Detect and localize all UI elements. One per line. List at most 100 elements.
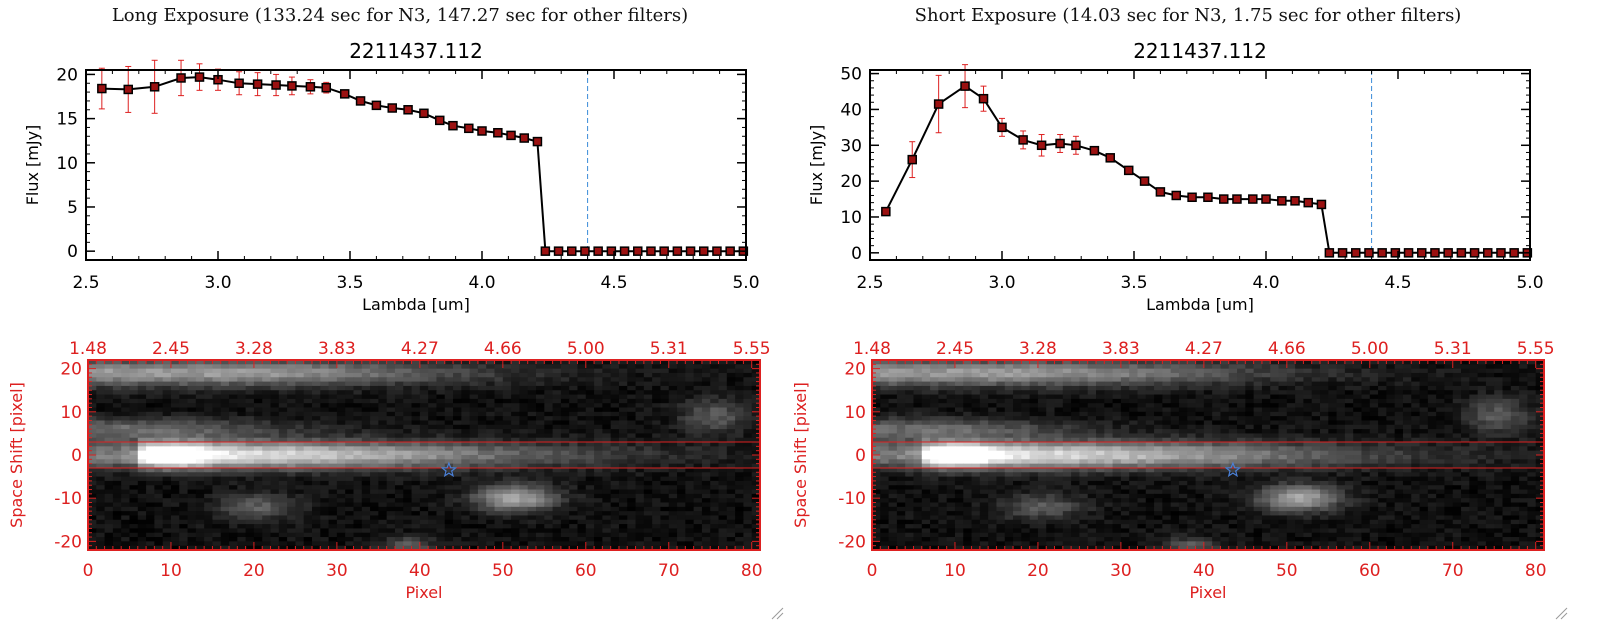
data-point bbox=[464, 123, 474, 134]
data-point bbox=[435, 115, 445, 126]
x-tick-label: 80 bbox=[1525, 561, 1547, 581]
data-point bbox=[1232, 194, 1242, 204]
image-pixels bbox=[872, 360, 1545, 551]
data-point bbox=[1456, 248, 1467, 258]
data-point bbox=[1089, 145, 1100, 156]
x-tick-label: 60 bbox=[575, 561, 597, 581]
top-wavelength-label: 4.66 bbox=[1268, 339, 1306, 359]
data-point bbox=[1443, 248, 1453, 258]
y-axis-label: Space Shift [pixel] bbox=[791, 382, 810, 528]
x-tick-label: 5.0 bbox=[1516, 273, 1543, 293]
data-point bbox=[305, 82, 316, 92]
data-point bbox=[176, 73, 186, 83]
data-point bbox=[97, 83, 107, 94]
data-point bbox=[1469, 248, 1480, 258]
x-tick-label: 30 bbox=[326, 561, 348, 581]
data-point bbox=[234, 78, 244, 89]
long-exposure-spectrum-plot: 2211437.112 2.5 3.0 3.5 4.0 4.5 5.0 0 5 10 15 20 Lam… bbox=[23, 39, 760, 314]
data-point bbox=[933, 99, 944, 109]
data-point bbox=[1364, 248, 1374, 258]
resize-grip-icon[interactable] bbox=[770, 606, 784, 620]
x-tick-label: 4.0 bbox=[468, 273, 495, 293]
y-tick-label: 30 bbox=[840, 136, 862, 156]
x-tick-label: 20 bbox=[1027, 561, 1049, 581]
top-wavelength-label: 3.83 bbox=[1102, 339, 1140, 359]
x-tick-label: 4.5 bbox=[600, 273, 627, 293]
data-point bbox=[699, 246, 709, 256]
y-tick-label: -10 bbox=[838, 489, 866, 509]
data-point bbox=[1018, 135, 1028, 145]
y-tick-label: 20 bbox=[840, 172, 862, 192]
x-tick-label: 10 bbox=[160, 561, 182, 581]
data-point bbox=[1509, 248, 1519, 258]
x-tick-label: 40 bbox=[1193, 561, 1215, 581]
data-point bbox=[477, 126, 487, 136]
data-point bbox=[252, 79, 263, 89]
x-tick-label: 3.0 bbox=[988, 273, 1015, 293]
y-tick-label: 0 bbox=[855, 446, 866, 466]
data-point bbox=[997, 122, 1007, 133]
data-point bbox=[371, 100, 382, 111]
short-exposure-spectrum-plot: 2211437.112 2.5 3.0 3.5 4.0 4.5 5.0 0 10 20 30 40 50… bbox=[807, 39, 1544, 314]
data-point bbox=[1316, 199, 1327, 210]
plot-frame bbox=[869, 69, 1531, 261]
x-tick-label: 70 bbox=[1442, 561, 1464, 581]
data-point bbox=[712, 246, 722, 256]
data-point bbox=[1187, 192, 1197, 203]
y-tick-label: 10 bbox=[56, 154, 78, 174]
series-line bbox=[101, 76, 744, 253]
data-point bbox=[1483, 248, 1493, 258]
y-tick-label: 20 bbox=[56, 65, 78, 85]
data-point bbox=[881, 206, 891, 217]
top-wavelength-label: 5.31 bbox=[650, 339, 688, 359]
data-point bbox=[321, 82, 331, 93]
short-exposure-heading: Short Exposure (14.03 sec for N3, 1.75 s… bbox=[914, 5, 1462, 26]
y-tick-label: -10 bbox=[54, 489, 82, 509]
data-point bbox=[271, 80, 281, 90]
long-exposure-heading: Long Exposure (133.24 sec for N3, 147.27… bbox=[111, 5, 689, 26]
data-point bbox=[1351, 248, 1361, 258]
data-point bbox=[403, 105, 413, 115]
data-point bbox=[646, 246, 656, 256]
short-exposure-image-panel: 0 10 20 30 40 50 60 70 80 1.48 2.45 3.28 3.83 4.27 4.6… bbox=[791, 339, 1555, 602]
data-point bbox=[1390, 248, 1401, 258]
x-tick-label: 70 bbox=[658, 561, 680, 581]
data-point bbox=[287, 81, 297, 91]
y-tick-label: 0 bbox=[851, 244, 862, 264]
data-point bbox=[1496, 248, 1506, 258]
x-tick-label: 4.5 bbox=[1384, 273, 1411, 293]
data-point bbox=[685, 246, 696, 256]
data-point bbox=[532, 136, 543, 147]
x-axis-label: Lambda [um] bbox=[362, 295, 470, 314]
data-point bbox=[355, 96, 366, 106]
y-tick-label: -20 bbox=[838, 532, 866, 552]
data-point bbox=[1417, 248, 1427, 258]
data-point bbox=[619, 246, 630, 256]
top-wavelength-label: 3.83 bbox=[318, 339, 356, 359]
y-axis-label: Space Shift [pixel] bbox=[7, 382, 26, 528]
data-point bbox=[978, 93, 989, 104]
x-tick-label: 50 bbox=[492, 561, 514, 581]
data-point bbox=[1071, 140, 1081, 151]
data-point bbox=[1303, 197, 1313, 208]
x-tick-label: 40 bbox=[409, 561, 431, 581]
data-point bbox=[1248, 194, 1258, 204]
data-point bbox=[960, 81, 970, 91]
x-tick-label: 20 bbox=[243, 561, 265, 581]
data-point bbox=[194, 72, 205, 82]
x-tick-label: 2.5 bbox=[72, 273, 99, 293]
data-point bbox=[1430, 248, 1440, 258]
data-point bbox=[1105, 153, 1115, 163]
data-point bbox=[1403, 248, 1414, 258]
x-tick-label: 10 bbox=[944, 561, 966, 581]
data-point bbox=[540, 246, 551, 256]
resize-grip-icon[interactable] bbox=[1554, 606, 1568, 620]
y-axis-label: Flux [mJy] bbox=[807, 125, 826, 206]
star-marker-icon bbox=[440, 461, 458, 478]
data-point bbox=[1377, 248, 1387, 258]
y-tick-label: 50 bbox=[840, 65, 862, 85]
x-tick-label: 0 bbox=[867, 561, 878, 581]
x-axis-label: Pixel bbox=[1189, 583, 1226, 602]
data-point bbox=[339, 89, 350, 99]
